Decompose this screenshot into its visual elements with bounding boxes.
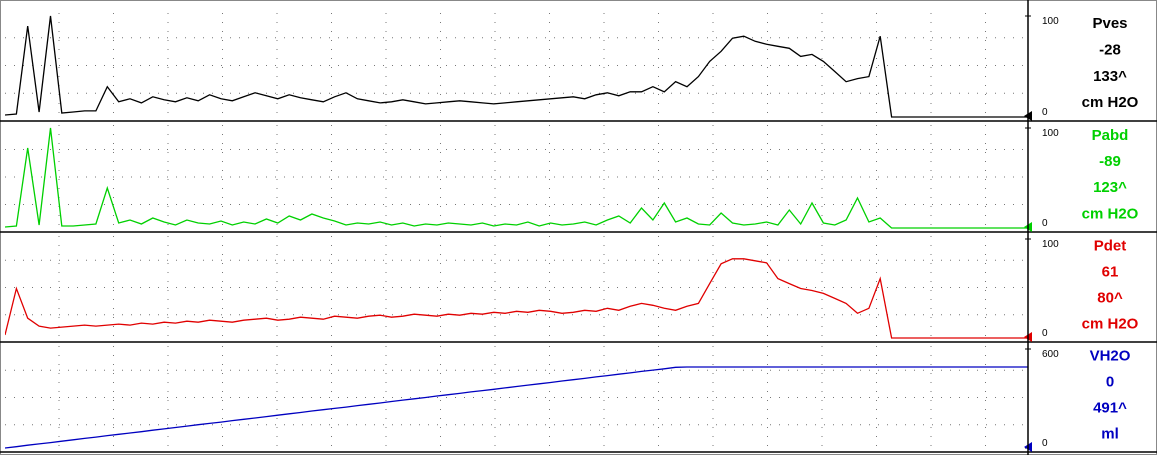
- current-value: -89: [1099, 153, 1121, 170]
- unit: cm H2O: [1082, 94, 1139, 111]
- unit: cm H2O: [1082, 205, 1139, 222]
- peak-value: 491^: [1093, 399, 1127, 416]
- channel-name: Pdet: [1094, 238, 1127, 255]
- unit: cm H2O: [1082, 315, 1139, 332]
- y-tick-label: 100: [1042, 16, 1059, 27]
- y-tick-label: 0: [1042, 218, 1048, 229]
- y-tick-label: 100: [1042, 239, 1059, 250]
- channel-name: VH2O: [1090, 348, 1131, 365]
- current-value: -28: [1099, 41, 1121, 58]
- peak-value: 133^: [1093, 68, 1127, 85]
- trace: [5, 366, 1028, 449]
- trace: [5, 127, 1028, 229]
- trace: [5, 258, 1028, 339]
- peak-value: 80^: [1097, 289, 1123, 306]
- y-tick-label: 0: [1042, 438, 1048, 449]
- y-tick-label: 600: [1042, 349, 1059, 360]
- current-value: 0: [1106, 374, 1114, 391]
- y-tick-label: 100: [1042, 128, 1059, 139]
- unit: ml: [1101, 425, 1119, 442]
- trace: [5, 15, 1028, 118]
- channel-name: Pabd: [1092, 127, 1129, 144]
- channel-name: Pves: [1092, 15, 1127, 32]
- y-tick-label: 0: [1042, 107, 1048, 118]
- peak-value: 123^: [1093, 179, 1127, 196]
- y-tick-label: 0: [1042, 328, 1048, 339]
- current-value: 61: [1102, 264, 1119, 281]
